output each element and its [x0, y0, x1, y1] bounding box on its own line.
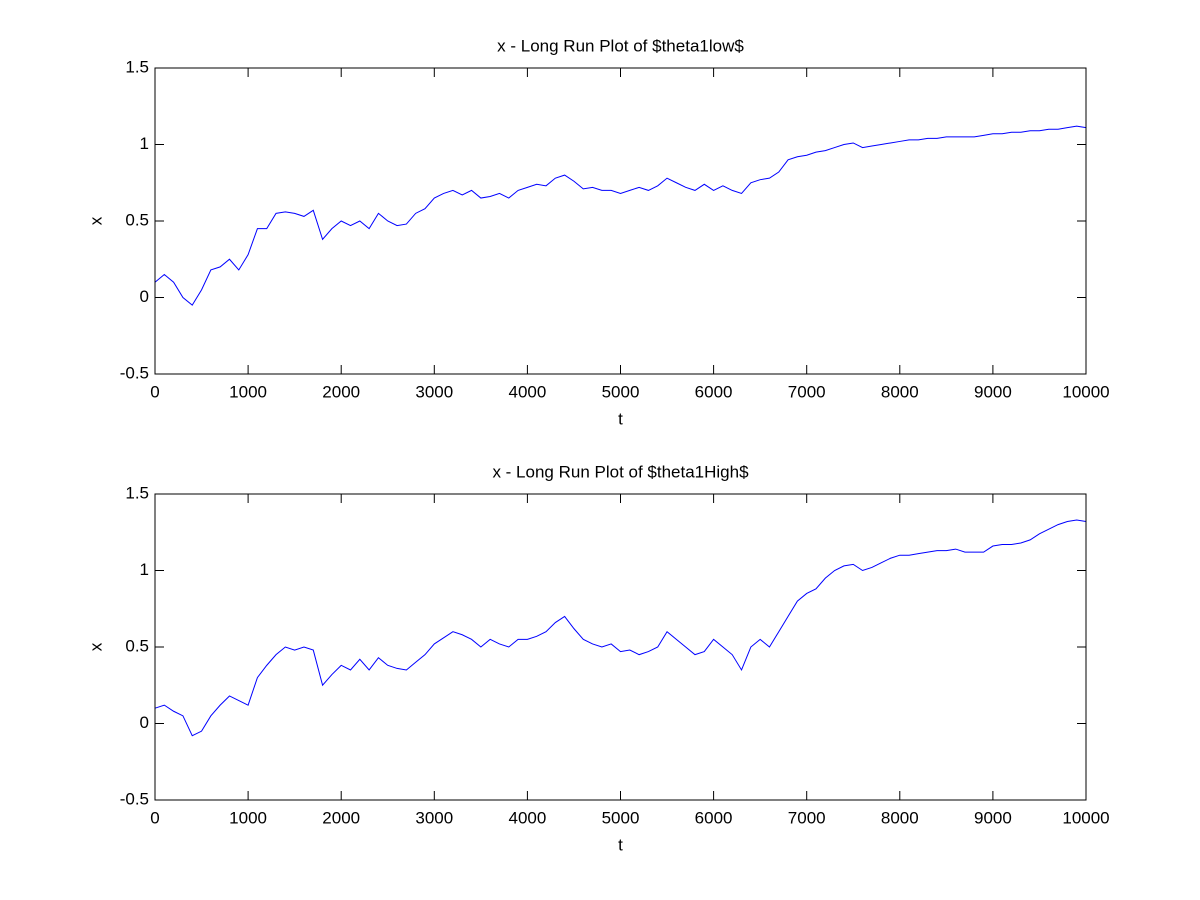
x-tick-label: 8000 [881, 808, 919, 827]
x-tick-label: 6000 [695, 808, 733, 827]
y-tick-label: 1 [140, 134, 149, 153]
x-tick-label: 4000 [508, 808, 546, 827]
x-tick-label: 0 [150, 808, 159, 827]
x-tick-label: 3000 [415, 808, 453, 827]
y-tick-label: 1.5 [125, 483, 149, 502]
y-tick-label: 1 [140, 560, 149, 579]
chart-title: x - Long Run Plot of $theta1low$ [497, 36, 744, 55]
x-tick-label: 5000 [602, 382, 640, 401]
x-tick-label: 2000 [322, 808, 360, 827]
y-tick-label: -0.5 [120, 789, 149, 808]
y-tick-label: 1.5 [125, 57, 149, 76]
x-axis-label: t [618, 409, 623, 428]
x-tick-label: 10000 [1062, 808, 1109, 827]
y-axis-label: x [86, 642, 105, 651]
data-line [154, 125, 1087, 306]
x-tick-label: 2000 [322, 382, 360, 401]
x-tick-label: 6000 [695, 382, 733, 401]
x-tick-label: 7000 [788, 382, 826, 401]
plot-area [155, 494, 1086, 800]
x-tick-label: 10000 [1062, 382, 1109, 401]
x-tick-label: 1000 [229, 808, 267, 827]
y-axis-label: x [86, 216, 105, 225]
y-tick-label: 0 [140, 287, 149, 306]
y-tick-label: 0.5 [125, 210, 149, 229]
plot-area [155, 68, 1086, 374]
y-tick-label: -0.5 [120, 363, 149, 382]
x-tick-label: 5000 [602, 808, 640, 827]
x-tick-label: 8000 [881, 382, 919, 401]
x-tick-label: 7000 [788, 808, 826, 827]
y-tick-label: 0.5 [125, 636, 149, 655]
x-tick-label: 9000 [974, 808, 1012, 827]
x-tick-label: 0 [150, 382, 159, 401]
data-line [154, 519, 1087, 737]
x-tick-label: 3000 [415, 382, 453, 401]
x-tick-label: 1000 [229, 382, 267, 401]
y-tick-label: 0 [140, 713, 149, 732]
x-axis-label: t [618, 835, 623, 854]
x-tick-label: 9000 [974, 382, 1012, 401]
x-tick-label: 4000 [508, 382, 546, 401]
chart-title: x - Long Run Plot of $theta1High$ [492, 462, 749, 481]
